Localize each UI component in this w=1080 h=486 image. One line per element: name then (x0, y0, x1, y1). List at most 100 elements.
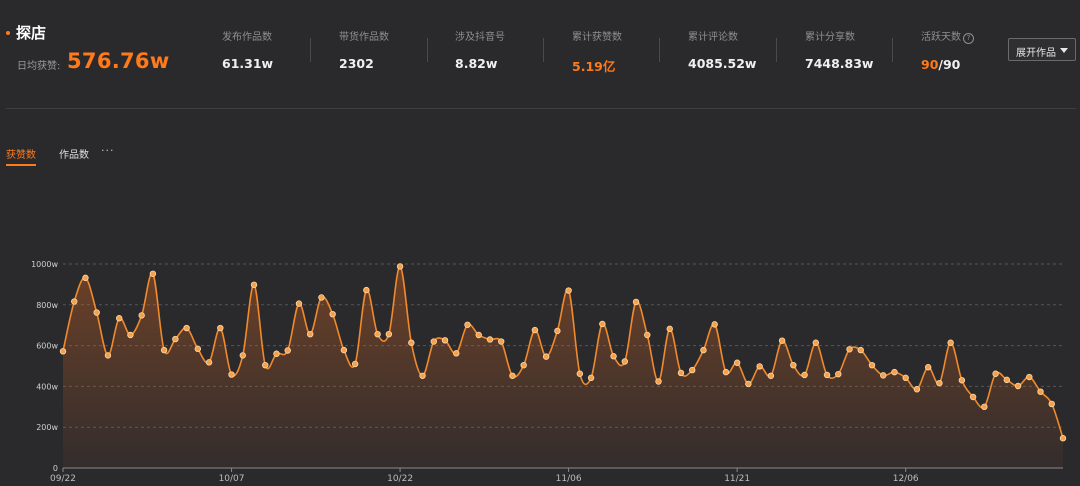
stat-value: 90/90 (921, 57, 1031, 72)
active-days-total: /90 (938, 57, 961, 72)
stat-value: 8.82w (455, 56, 498, 71)
data-point (610, 353, 617, 360)
stat-value: 4085.52w (688, 56, 757, 71)
stat-active-days: 活跃天数? 90/90 (921, 28, 1031, 72)
data-point (1037, 388, 1044, 395)
data-point (778, 337, 786, 344)
data-point (486, 336, 494, 343)
data-point (981, 403, 988, 410)
data-point (183, 324, 190, 332)
data-point (250, 281, 258, 289)
data-point (1048, 400, 1055, 408)
data-point (745, 380, 752, 388)
help-icon[interactable]: ? (963, 33, 974, 44)
expand-works-button[interactable]: 展开作品 (1008, 38, 1076, 61)
data-point (262, 361, 269, 369)
x-axis: 09/22 10/07 10/22 11/06 11/21 12/06 (50, 468, 919, 484)
data-point (104, 352, 112, 359)
title-bullet (6, 31, 10, 35)
data-point (576, 370, 584, 377)
data-point (902, 374, 909, 382)
data-point (644, 331, 651, 339)
stat-label: 发布作品数 (222, 32, 272, 43)
data-point (93, 309, 100, 316)
data-point (149, 270, 157, 277)
data-point (947, 339, 954, 346)
data-point (228, 371, 235, 378)
data-point (835, 370, 842, 378)
stat-label: 涉及抖音号 (455, 32, 505, 43)
data-point (1003, 376, 1011, 384)
section-divider (6, 108, 1076, 109)
stat-divider (776, 38, 777, 62)
page-title: 探店 (16, 24, 47, 42)
data-point (801, 371, 808, 379)
data-point (172, 335, 179, 343)
data-point (969, 393, 977, 401)
tab-works[interactable]: 作品数 (59, 150, 89, 161)
data-point (655, 378, 662, 385)
stat-label: 累计分享数 (805, 32, 855, 43)
data-point (475, 331, 482, 339)
stat-divider (427, 38, 428, 62)
stat-label: 累计评论数 (688, 32, 738, 43)
data-point (992, 370, 999, 377)
x-tick-label: 10/22 (387, 474, 413, 484)
series-points (59, 263, 1067, 442)
data-point (464, 321, 471, 328)
data-point (846, 346, 853, 353)
data-point (430, 338, 437, 345)
data-point (71, 298, 78, 305)
stat-value: 2302 (339, 56, 374, 71)
data-point (1026, 373, 1033, 381)
x-tick-label: 11/21 (724, 474, 750, 484)
more-tabs-icon[interactable]: ··· (101, 144, 115, 157)
data-point (733, 359, 741, 366)
x-tick-label: 11/06 (556, 474, 582, 484)
data-point (565, 287, 572, 294)
data-point (363, 286, 370, 294)
data-point (329, 310, 336, 318)
data-point (936, 379, 943, 387)
data-point (82, 274, 89, 282)
stat-total-likes: 累计获赞数 5.19亿 (572, 28, 682, 75)
data-point (857, 346, 864, 354)
data-point (127, 331, 134, 339)
data-point (632, 298, 640, 306)
data-point (677, 369, 685, 377)
expand-works-label: 展开作品 (1016, 48, 1056, 59)
y-tick-label: 600w (36, 342, 58, 351)
stat-sales-works: 带货作品数 2302 (339, 28, 449, 71)
data-point (115, 315, 123, 322)
data-point (408, 339, 415, 346)
stat-label: 活跃天数? (921, 28, 1031, 44)
likes-area-chart: 0 200w 400w 600w 800w 1000w 09/22 10/07 10/22 11… (31, 260, 1067, 484)
series-area (63, 266, 1063, 468)
caret-down-icon (1060, 48, 1068, 53)
data-point (385, 330, 393, 338)
data-point (554, 327, 561, 335)
stat-value: 5.19亿 (572, 59, 616, 74)
data-point (520, 361, 527, 369)
data-point (59, 348, 67, 355)
y-tick-label: 400w (36, 382, 58, 391)
stat-published: 发布作品数 61.31w (222, 28, 332, 71)
data-point (756, 363, 763, 370)
data-point (531, 326, 539, 334)
y-tick-label: 1000w (31, 260, 58, 269)
data-point (374, 330, 381, 338)
daily-likes-label: 日均获赞: (17, 61, 61, 72)
data-point (599, 320, 606, 328)
data-point (1059, 435, 1067, 442)
data-point (396, 263, 404, 270)
data-point (689, 366, 696, 374)
data-point (880, 372, 887, 379)
stat-divider (892, 38, 893, 62)
data-point (194, 345, 202, 353)
stat-divider (543, 38, 544, 62)
tab-likes[interactable]: 获赞数 (6, 150, 36, 161)
data-point (273, 350, 280, 357)
data-point (498, 338, 505, 345)
stat-accounts: 涉及抖音号 8.82w (455, 28, 565, 71)
stat-label: 累计获赞数 (572, 32, 622, 43)
